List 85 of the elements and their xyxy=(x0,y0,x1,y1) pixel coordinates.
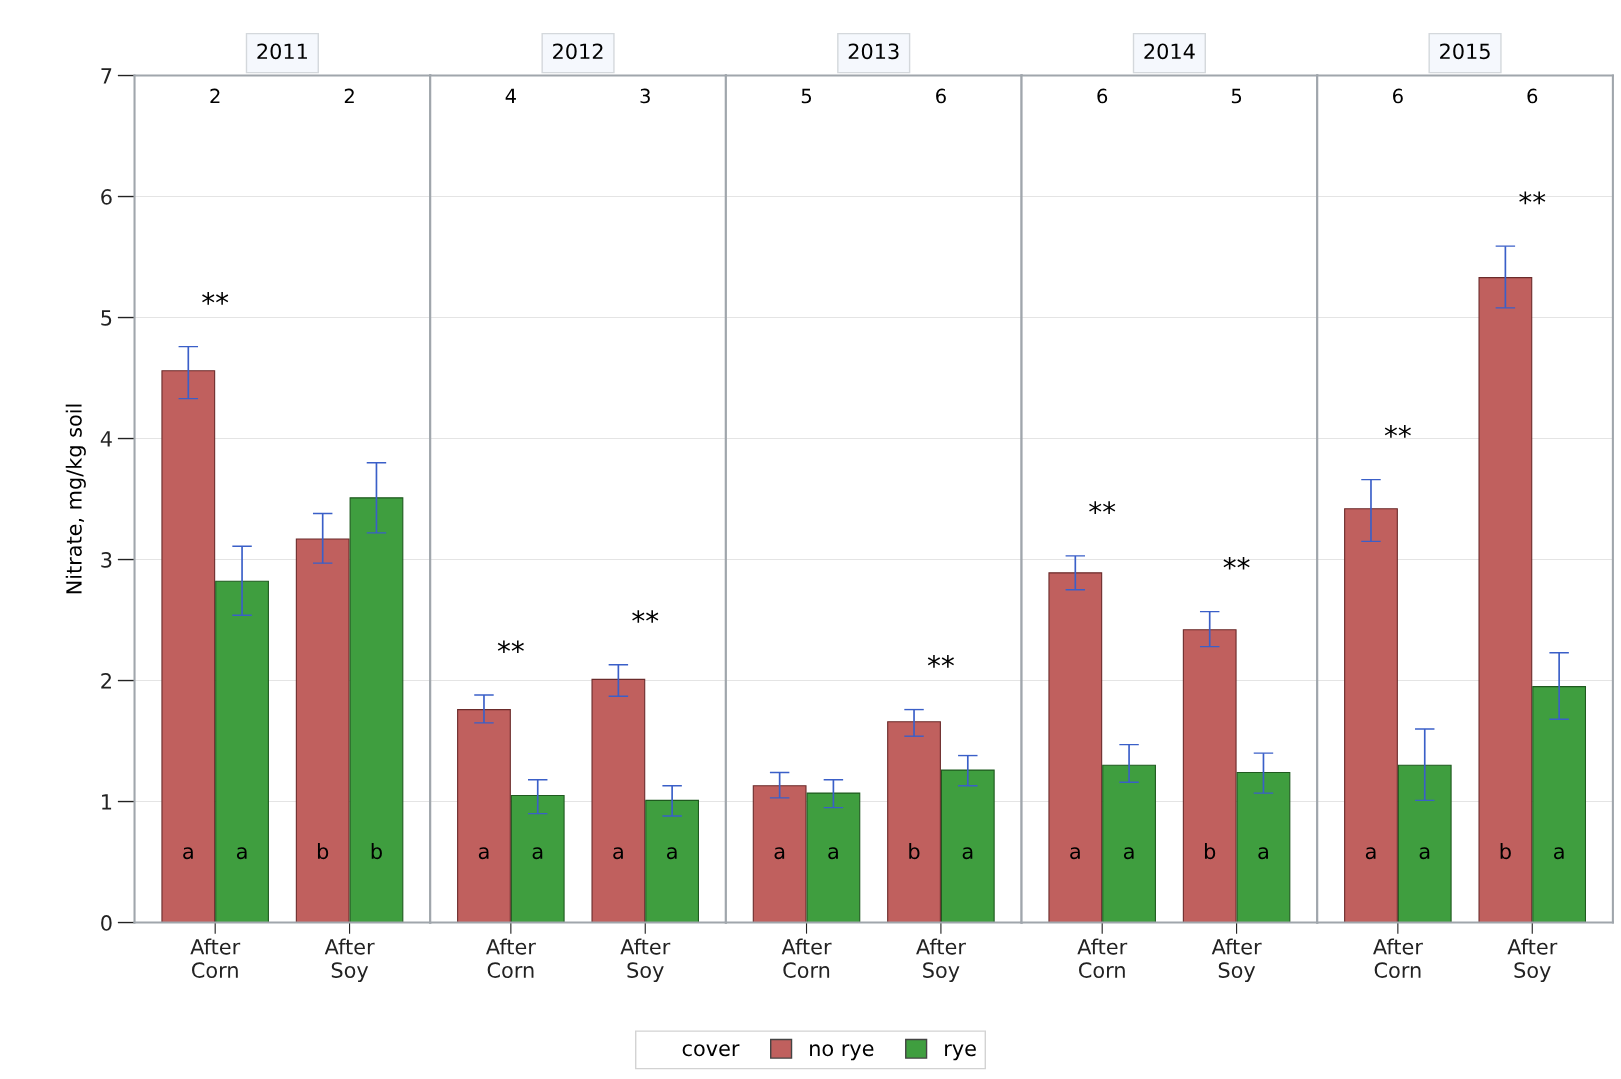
annotation: ** xyxy=(632,610,659,623)
bar xyxy=(1344,508,1398,923)
bar xyxy=(1532,686,1587,923)
y-tick-label: 2 xyxy=(101,672,111,689)
x-tick-label: After Corn xyxy=(1077,938,1128,978)
bar xyxy=(940,769,995,923)
bar xyxy=(349,497,404,923)
data-label: a xyxy=(236,847,247,860)
chart-title: 2012 xyxy=(553,43,603,60)
legend-title: cover xyxy=(682,1044,740,1057)
data-label: a xyxy=(478,847,489,860)
data-label: a xyxy=(1123,847,1134,860)
data-label: a xyxy=(1070,847,1080,860)
chart-title: 2015 xyxy=(1440,43,1490,60)
x-tick-label: After Soy xyxy=(1211,938,1262,983)
annotation: ** xyxy=(497,640,524,654)
bar xyxy=(1182,629,1237,923)
x-tick-label: After Corn xyxy=(486,938,536,978)
data-label: b xyxy=(317,843,329,860)
y-tick-label: 0 xyxy=(101,915,112,931)
data-label: a xyxy=(183,847,193,860)
annotation: 2 xyxy=(344,88,354,104)
annotation: ** xyxy=(1519,191,1546,205)
bar xyxy=(1397,764,1452,923)
x-tick-label: After Corn xyxy=(1373,938,1423,978)
y-axis-title: Nitrate, mg/kg soil xyxy=(65,404,86,594)
bar xyxy=(645,799,700,923)
annotation: 5 xyxy=(1231,88,1242,104)
bar xyxy=(161,370,216,923)
y-tick-label: 4 xyxy=(100,431,112,447)
x-tick-label: After Corn xyxy=(190,938,241,978)
chart-title: 2014 xyxy=(1144,43,1195,60)
bar xyxy=(806,792,861,923)
data-label: a xyxy=(1554,847,1564,860)
bar xyxy=(1236,771,1291,923)
data-label: a xyxy=(1419,847,1430,860)
chart-title: 2011 xyxy=(257,43,307,60)
data-label: a xyxy=(1365,847,1376,860)
y-tick-label: 5 xyxy=(101,310,112,326)
data-label: a xyxy=(532,847,543,860)
annotation: ** xyxy=(1223,556,1250,570)
legend-label: no rye xyxy=(810,1044,874,1061)
chart-title: 2013 xyxy=(848,43,899,60)
data-label: a xyxy=(1258,847,1268,860)
annotation: 2 xyxy=(210,88,220,104)
annotation: 6 xyxy=(1097,88,1108,104)
data-label: a xyxy=(666,847,677,860)
x-tick-label: After Soy xyxy=(916,938,966,983)
annotation: ** xyxy=(1384,425,1411,438)
data-label: b xyxy=(909,843,920,860)
annotation: 5 xyxy=(801,88,812,104)
bar xyxy=(752,785,807,923)
bar xyxy=(457,709,511,923)
data-label: a xyxy=(828,847,838,860)
annotation: ** xyxy=(202,291,229,305)
bar xyxy=(591,678,646,923)
bar xyxy=(887,721,941,923)
annotation: 6 xyxy=(936,88,946,104)
y-tick-label: 1 xyxy=(102,794,112,810)
y-tick-label: 7 xyxy=(101,68,112,84)
x-tick-label: After Soy xyxy=(1507,938,1558,983)
bar xyxy=(215,580,269,923)
annotation: 6 xyxy=(1393,88,1403,104)
y-tick-label: 3 xyxy=(101,551,112,568)
bar xyxy=(1102,764,1156,923)
x-tick-label: After Soy xyxy=(324,938,375,983)
x-tick-label: After Soy xyxy=(620,938,671,983)
annotation: 4 xyxy=(505,88,516,104)
data-label: b xyxy=(371,843,382,860)
data-label: b xyxy=(1204,843,1216,860)
y-tick-label: 6 xyxy=(101,188,112,205)
x-tick-label: After Corn xyxy=(781,938,832,978)
bar xyxy=(1048,572,1103,923)
annotation: ** xyxy=(927,654,954,668)
data-label: a xyxy=(774,847,785,860)
legend-label: rye xyxy=(945,1044,976,1061)
annotation: 6 xyxy=(1527,88,1538,104)
data-label: b xyxy=(1500,843,1511,860)
annotation: ** xyxy=(1089,501,1116,514)
data-label: a xyxy=(962,847,973,860)
annotation: 3 xyxy=(640,88,650,104)
bar xyxy=(1478,277,1533,923)
bar xyxy=(510,794,565,923)
data-label: a xyxy=(613,847,623,860)
bar xyxy=(295,538,350,923)
